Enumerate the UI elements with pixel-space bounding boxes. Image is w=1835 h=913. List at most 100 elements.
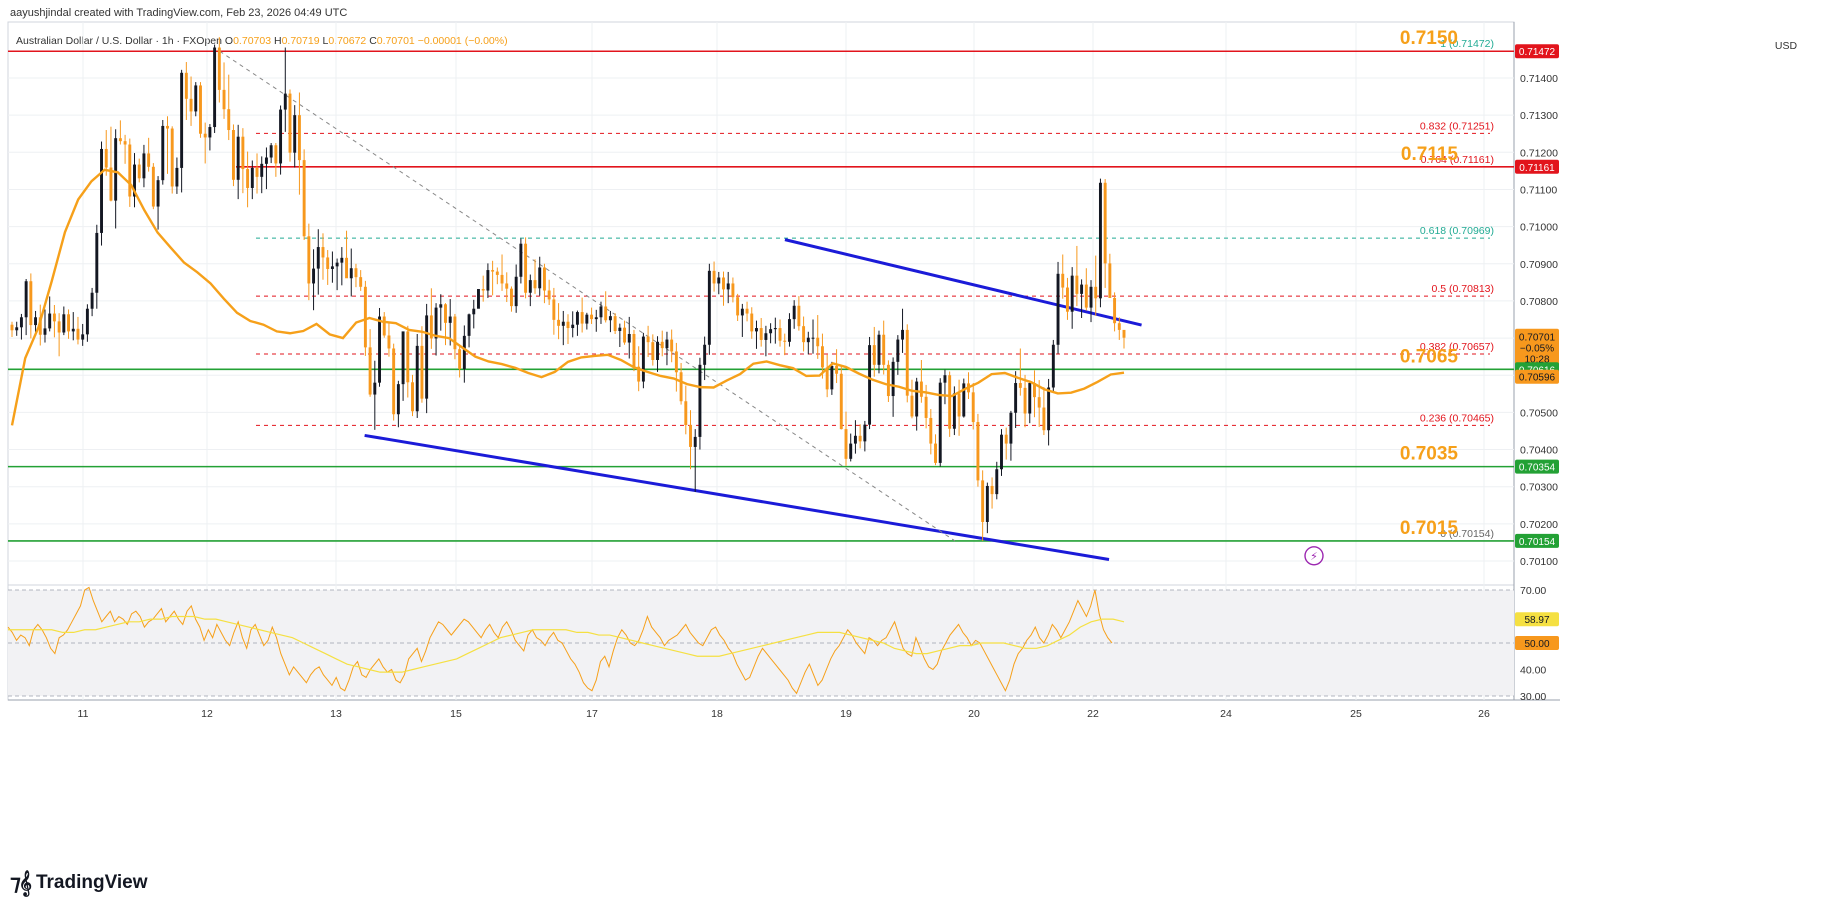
price-badge: 0.71472 [1515,44,1559,59]
candle-body [434,307,438,339]
candle-body [307,236,311,284]
candle-body [1037,397,1041,408]
candle-body [594,317,598,320]
candle-body [948,375,952,429]
candle-body [109,167,113,201]
candle-body [637,366,641,382]
change-value: −0.00001 (−0.00%) [417,35,508,47]
price-tick-label: 0.70500 [1520,407,1558,419]
channel-lower-line [364,433,1110,561]
candle-body [411,382,414,412]
candle-body [312,268,316,284]
candle-body [477,289,480,309]
candle-body [1089,286,1093,308]
candle-body [759,328,763,340]
price-tick-label: 0.70800 [1520,296,1558,308]
rsi-badge: 50.00 [1515,636,1559,650]
tradingview-logo[interactable]: ⁊𝄞 TradingView [10,870,148,896]
candle-body [1117,323,1121,330]
candle-body [114,138,118,201]
fib-level-label: 0 (0.70154) [1440,528,1494,540]
fib-level-label: 0.618 (0.70969) [1420,225,1494,237]
rsi-tick-label: 70.00 [1520,585,1546,597]
candle-body [213,47,217,128]
candle-body [1018,383,1022,388]
candle-body [264,157,268,164]
candle-body [180,72,184,168]
alert-clock-icon [1304,546,1324,566]
candle-body [15,327,19,331]
candle-body [703,344,707,365]
candle-body [10,324,14,331]
candle-body [236,136,240,180]
candle-body [665,339,669,349]
candle-body [1023,387,1027,414]
candle-body [971,392,975,423]
rsi-badge-text: 50.00 [1524,639,1549,650]
candle-body [260,163,264,177]
time-tick-label: 19 [840,708,852,720]
candle-body [52,313,56,322]
candle-body [368,347,372,395]
price-badge: 0.71161 [1515,159,1559,174]
price-badge: 0.70596 [1515,369,1559,384]
candle-body [486,270,490,291]
candle-body [764,333,768,340]
candle-body [877,334,881,365]
candle-body [326,257,330,269]
close-label: C [369,35,377,47]
symbol-name: Australian Dollar / U.S. Dollar · 1h · F… [16,35,222,47]
candle-body [919,381,923,397]
time-tick-label: 25 [1350,708,1362,720]
time-tick-label: 22 [1087,708,1099,720]
price-badge: 0.70701−0.05%10:28 [1515,328,1559,368]
candle-body [279,109,283,164]
candle-body [519,243,523,277]
candle-body [585,314,589,324]
candle-body [396,384,400,415]
candle-body [514,276,518,307]
candle-body [1080,284,1084,294]
candle-body [227,109,231,131]
low-value: 0.70672 [328,35,367,47]
candle-body [90,292,94,309]
time-tick-label: 26 [1478,708,1490,720]
candle-body [533,280,537,289]
candle-body [1084,284,1088,308]
candle-body [561,321,565,326]
candle-body [246,169,250,188]
candle-body [415,345,419,412]
candle-body [222,89,226,110]
candle-body [1061,273,1065,288]
candle-body [241,136,245,170]
candle-body [613,316,617,332]
trendlines: ⚡ [219,50,1324,566]
fib-level-label: 0.832 (0.71251) [1420,120,1494,132]
candle-body [740,308,744,316]
countdown-text: 10:28 [1524,355,1549,366]
candle-body [915,381,919,417]
candle-body [19,317,23,328]
candle-body [1094,286,1098,299]
candle-body [660,341,664,349]
candle-body [712,270,716,284]
fib-level-label: 0.764 (0.71161) [1421,154,1494,166]
candle-body [849,443,853,459]
candle-body [217,47,221,90]
price-badge-bg [1515,159,1559,174]
candle-body [952,393,956,429]
current-price-badge-bg [1515,328,1559,368]
candle-body [872,345,876,365]
fib-level-label: 0.5 (0.70813) [1432,283,1494,295]
current-change-text: −0.05% [1520,344,1554,355]
price-badge: 0.70354 [1515,459,1559,474]
candle-body [425,315,429,399]
candle-body [905,329,909,396]
candle-body [698,364,702,437]
candle-body [373,382,377,395]
price-tick-label: 0.70400 [1520,445,1558,457]
candle-body [429,315,433,339]
candle-body [321,247,325,258]
time-tick-label: 12 [201,708,213,720]
